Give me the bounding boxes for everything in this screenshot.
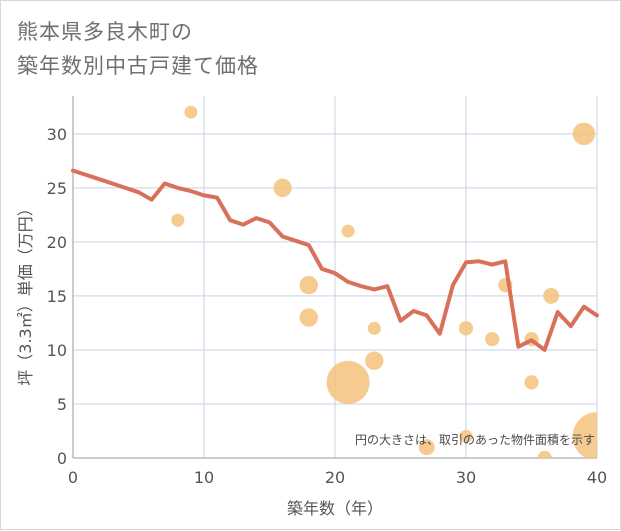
y-tick-label: 10: [47, 341, 67, 360]
x-tick-label: 40: [587, 468, 607, 487]
bubble-point: [458, 321, 474, 336]
bubble-point: [341, 224, 355, 238]
bubble-point: [459, 429, 473, 443]
tick-labels: 0 10 20 30 40 0 5 10 15 20 25 30: [47, 125, 608, 487]
y-tick-label: 15: [47, 287, 67, 306]
bubble-point: [367, 321, 381, 335]
bubble-point: [365, 351, 384, 370]
x-tick-label: 30: [456, 468, 476, 487]
bubble-point: [572, 122, 596, 146]
chart-title-line-2: 築年数別中古戸建て価格: [17, 54, 259, 78]
bubble-point: [273, 178, 292, 198]
bubble-point: [171, 213, 185, 227]
average-line-series: [71, 168, 599, 352]
bubble-point: [299, 275, 318, 295]
x-tick-label: 0: [68, 468, 78, 487]
bubble-point: [418, 439, 435, 456]
bubble-point: [326, 360, 370, 404]
bubble-point: [572, 412, 597, 458]
y-tick-label: 0: [57, 449, 67, 468]
bubble-point: [184, 105, 198, 119]
y-tick-label: 20: [47, 233, 67, 252]
axes: [72, 96, 597, 459]
y-axis-title: 坪（3.3㎡）単価（万円）: [16, 200, 35, 385]
x-axis-title: 築年数（年）: [287, 499, 383, 518]
bubble-size-note: 円の大きさは、取引のあった物件面積を示す: [355, 432, 595, 447]
y-tick-label: 25: [47, 179, 67, 198]
x-tick-label: 20: [325, 468, 345, 487]
average-price-line: [71, 168, 599, 352]
x-tick-label: 10: [194, 468, 214, 487]
bubble-point: [543, 287, 560, 304]
y-tick-label: 30: [47, 125, 67, 144]
bubble-series: [171, 105, 597, 458]
bubble-point: [537, 450, 552, 458]
bubble-point: [524, 375, 539, 390]
chart-title: 熊本県多良木町の 築年数別中古戸建て価格: [17, 15, 259, 83]
bubble-point: [485, 332, 500, 347]
y-tick-label: 5: [57, 395, 67, 414]
chart-title-line-1: 熊本県多良木町の: [17, 20, 193, 44]
grid: [73, 96, 598, 458]
bubble-point: [299, 308, 318, 327]
